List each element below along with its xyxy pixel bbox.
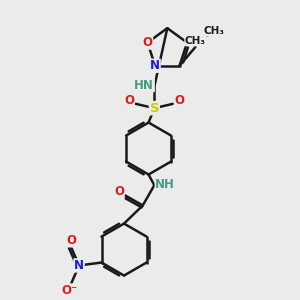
Text: O: O xyxy=(142,36,153,49)
Text: O: O xyxy=(66,234,76,247)
Text: HN: HN xyxy=(134,79,154,92)
Text: O⁻: O⁻ xyxy=(61,284,78,297)
Text: O: O xyxy=(174,94,184,107)
Text: O: O xyxy=(124,94,134,107)
Text: S: S xyxy=(149,102,159,115)
Text: N: N xyxy=(150,59,160,72)
Text: CH₃: CH₃ xyxy=(204,26,225,36)
Text: NH: NH xyxy=(155,178,175,191)
Text: N: N xyxy=(74,259,84,272)
Text: CH₃: CH₃ xyxy=(185,36,206,46)
Text: O: O xyxy=(114,185,124,198)
